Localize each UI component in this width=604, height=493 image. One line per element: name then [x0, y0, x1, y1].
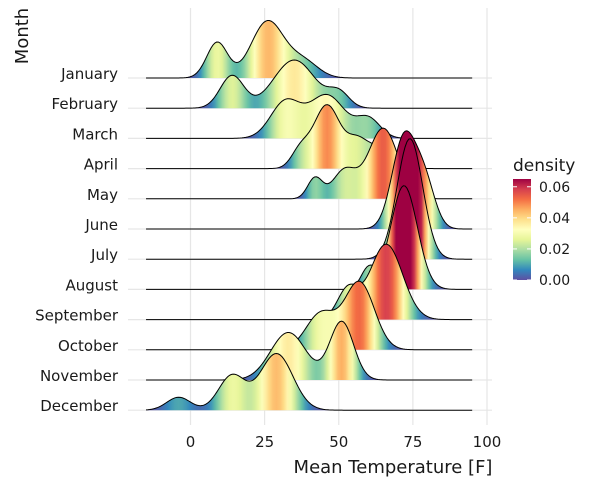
y-tick-label: February	[52, 95, 119, 113]
ridge-outline-june	[146, 130, 473, 230]
ridge-layer	[145, 19, 473, 411]
y-tick-label: December	[40, 397, 119, 415]
y-tick-label: May	[87, 186, 118, 204]
y-tick-label: July	[90, 246, 118, 264]
ridge-outline-december	[145, 352, 473, 411]
y-tick-label: October	[58, 337, 119, 355]
x-tick-label: 25	[255, 433, 274, 451]
x-tick-label: 50	[329, 433, 348, 451]
y-axis-title: Month	[12, 8, 33, 64]
ridge-outline-october	[146, 280, 473, 351]
y-tick-label: January	[60, 65, 118, 83]
legend-tick-label: 0.06	[539, 180, 570, 196]
y-tick-label: August	[66, 276, 119, 294]
x-tick-labels: 0 25 50 75 100	[186, 433, 502, 451]
legend-title: density	[513, 156, 575, 176]
ridge-september	[146, 244, 473, 320]
y-tick-label: June	[84, 216, 118, 234]
ridge-outline-january	[146, 19, 473, 79]
ridge-march	[146, 94, 473, 139]
x-tick-label: 0	[186, 433, 196, 451]
ridge-december	[146, 353, 473, 411]
ridge-june	[146, 130, 473, 229]
ridge-january	[146, 20, 473, 78]
ridge-november	[146, 321, 473, 380]
legend-tick-label: 0.00	[539, 273, 570, 289]
ridge-october	[146, 281, 473, 350]
x-tick-label: 75	[403, 433, 422, 451]
ridge-february	[146, 60, 473, 109]
ridge-outline-february	[146, 59, 473, 109]
ridge-outline-march	[146, 93, 473, 139]
y-tick-label: November	[40, 367, 119, 385]
y-tick-label: March	[72, 125, 118, 143]
ridge-outline-november	[146, 320, 473, 381]
x-axis-title: Mean Temperature [F]	[294, 457, 493, 478]
legend-colorbar	[513, 179, 531, 280]
y-tick-label: September	[35, 307, 119, 325]
ridge-outline-august	[146, 185, 473, 290]
y-tick-labels: January February March April May June July Augu…	[35, 65, 119, 415]
ridge-outline-september	[146, 243, 473, 321]
legend-tick-label: 0.02	[539, 242, 570, 258]
legend: density 0.00 0.02 0.04 0.06	[513, 156, 575, 289]
legend-tick-label: 0.04	[539, 211, 570, 227]
y-tick-label: April	[84, 156, 118, 174]
ridge-outline-july	[146, 138, 473, 260]
x-tick-label: 100	[473, 433, 502, 451]
